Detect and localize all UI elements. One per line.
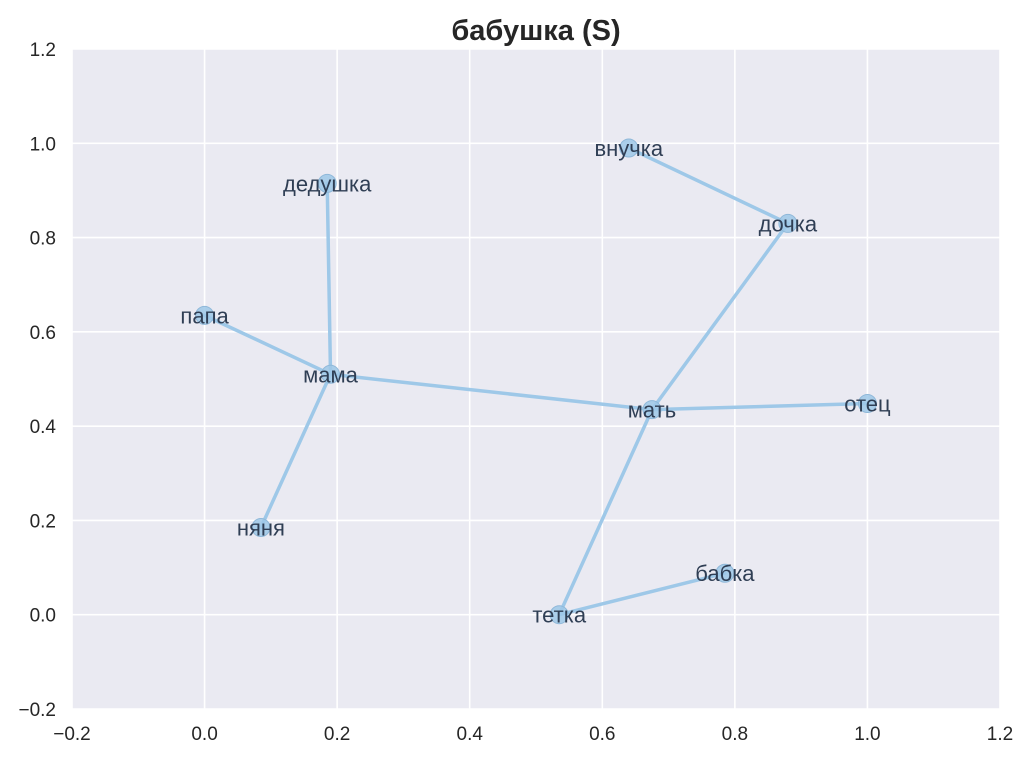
node-point [778,213,798,233]
node-point [642,400,662,420]
x-tick-label: 0.6 [589,724,615,745]
x-tick-labels: −0.2 0.0 0.2 0.4 0.6 0.8 1.0 1.2 [53,724,1013,745]
node-label: бабка [695,561,755,586]
y-tick-label: 0.6 [30,323,56,344]
node-label: дедушка [283,171,372,196]
node-point [321,364,341,384]
y-tick-label: −0.2 [18,700,56,721]
y-tick-label: 1.0 [30,134,56,155]
node-point [857,394,877,414]
grid-lines [71,48,1001,710]
nodes [195,138,877,625]
y-tick-labels: −0.2 0.0 0.2 0.4 0.6 0.8 1.0 1.2 [18,40,56,721]
edge-мама-няня [259,372,333,530]
node-label: мама [303,362,358,387]
edge-тетка-бабка [557,571,727,617]
edges [202,146,870,617]
edge-мать-тетка [557,407,654,617]
node-point [251,518,271,537]
x-tick-label: 0.2 [324,724,350,745]
node-point [195,305,215,325]
x-tick-label: 1.2 [987,724,1013,745]
x-tick-label: 0.8 [722,724,748,745]
node-point [715,563,735,583]
x-tick-label: 0.4 [457,724,484,745]
y-tick-label: 0.8 [30,229,56,250]
x-tick-label: 0.0 [191,724,217,745]
edge-мать-отец [650,401,870,412]
node-point [317,173,337,193]
node-label: мать [628,398,676,423]
node-point [549,605,569,625]
edge-папа-мама [202,313,333,377]
x-tick-label: −0.2 [53,724,91,745]
y-tick-label: 1.2 [30,40,56,61]
plot-area [72,49,1000,709]
node-label: няня [237,516,285,541]
x-tick-label: 1.0 [854,724,880,745]
edge-внучка-дочка [627,146,790,226]
edge-мама-мать [328,372,654,412]
node-label: внучка [594,136,663,161]
node-label: папа [180,303,229,328]
node-label: тетка [532,603,587,628]
node-point [619,138,639,158]
y-tick-label: 0.4 [30,417,57,438]
edge-дедушка-мама [325,181,333,377]
edge-дочка-мать [650,221,790,412]
y-tick-label: 0.0 [30,606,56,627]
node-label: отец [844,392,891,417]
node-label: дочка [759,211,818,236]
y-tick-label: 0.2 [30,511,56,532]
node-labels: внучка дочка дедушка папа мама мать отец няня ба… [180,136,891,628]
chart-title: бабушка (S) [451,15,620,47]
